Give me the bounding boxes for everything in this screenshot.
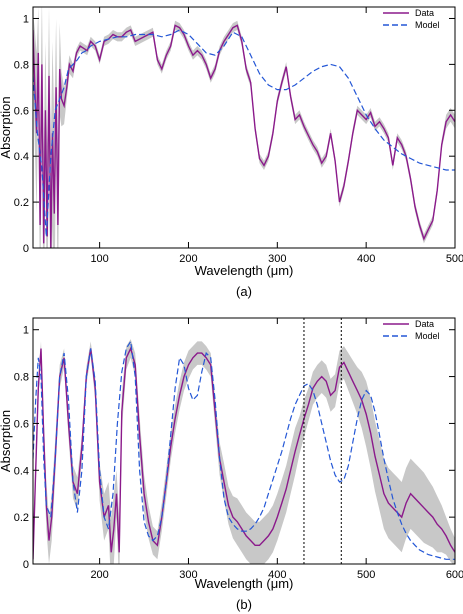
- uncertainty-band-b: [33, 339, 455, 564]
- y-tick-label-b: 0: [23, 559, 29, 571]
- x-tick-label-b: 400: [268, 569, 286, 581]
- data-series-line-a: [33, 24, 455, 248]
- y-tick-label-b: 0.6: [14, 418, 29, 430]
- panel-label-a: (a): [236, 284, 252, 299]
- legend-label-model-b: Model: [415, 331, 440, 341]
- legend-b: Data Model: [383, 319, 440, 341]
- x-tick-label-b: 600: [446, 569, 463, 581]
- x-tick-label-a: 200: [179, 253, 197, 265]
- x-tick-label-b: 300: [179, 569, 197, 581]
- axes-frame-b: [32, 317, 456, 565]
- x-tick-label-a: 400: [357, 253, 375, 265]
- legend-a: Data Model: [383, 8, 440, 30]
- y-tick-label-b: 0.8: [14, 372, 29, 384]
- x-tick-label-b: 200: [90, 569, 108, 581]
- chart-panel-b: 200 300 400 500 600 0 0.2 0.4 0.6 0.8 1 Wavelength …: [0, 317, 463, 612]
- y-tick-label-a: 0.6: [14, 105, 29, 117]
- x-tick-label-a: 100: [90, 253, 108, 265]
- x-tick-label-a: 500: [446, 253, 463, 265]
- panel-label-b: (b): [236, 597, 252, 612]
- legend-label-model-a: Model: [415, 20, 440, 30]
- x-axis-title-a: Wavelength (μm): [195, 263, 294, 278]
- y-tick-label-a: 0.4: [14, 151, 29, 163]
- legend-label-data-b: Data: [415, 319, 434, 329]
- plot-area-a: [33, 7, 455, 248]
- y-tick-label-b: 0.4: [14, 465, 29, 477]
- y-tick-label-b: 0.2: [14, 512, 29, 524]
- y-axis-title-a: Absorption: [0, 96, 13, 158]
- axes-frame-a: [32, 6, 456, 249]
- y-axis-title-b: Absorption: [0, 410, 13, 472]
- x-axis-title-b: Wavelength (μm): [195, 576, 294, 591]
- x-tick-label-a: 300: [268, 253, 286, 265]
- legend-label-data-a: Data: [415, 8, 434, 18]
- data-series-line-b: [33, 346, 455, 560]
- y-tick-label-a: 0.2: [14, 197, 29, 209]
- y-tick-label-a: 0: [23, 243, 29, 255]
- plot-area-b: [33, 339, 455, 564]
- y-tick-label-a: 1: [23, 13, 29, 25]
- model-series-line-a: [33, 29, 455, 237]
- y-tick-label-b: 1: [23, 325, 29, 337]
- model-series-line-b: [33, 339, 455, 560]
- chart-panel-a: 100 200 300 400 500 0 0.2 0.4 0.6 0.8 1 Wavelength …: [0, 6, 463, 299]
- y-tick-label-a: 0.8: [14, 59, 29, 71]
- x-tick-label-b: 500: [357, 569, 375, 581]
